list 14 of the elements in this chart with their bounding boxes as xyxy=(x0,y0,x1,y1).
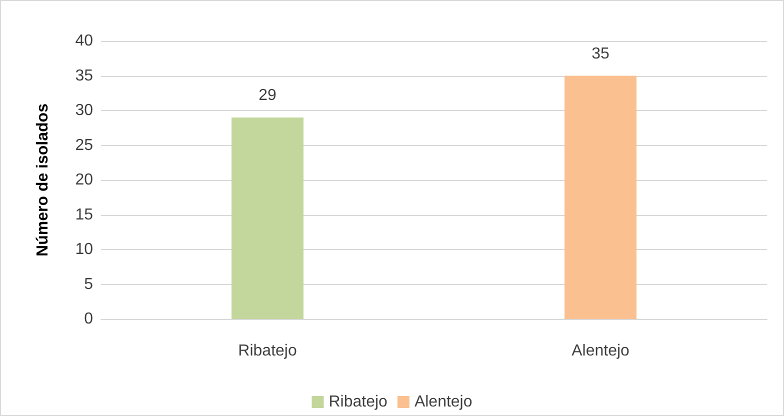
legend-label: Alentejo xyxy=(414,394,472,410)
y-axis-title: Número de isolados xyxy=(34,103,52,256)
y-tick-label: 20 xyxy=(75,172,94,188)
y-tick-label: 15 xyxy=(75,206,94,224)
y-tick-label: 25 xyxy=(75,136,94,154)
y-tick-label: 0 xyxy=(84,310,94,328)
data-label: 29 xyxy=(258,86,276,104)
y-tick-label: 5 xyxy=(84,276,94,293)
y-tick-label: 10 xyxy=(75,241,94,258)
y-tick-label: 30 xyxy=(75,102,94,119)
y-tick-label: 40 xyxy=(75,32,94,50)
data-label: 35 xyxy=(592,45,610,62)
legend-label: Ribatejo xyxy=(328,394,388,410)
y-tick-label: 35 xyxy=(75,67,94,84)
